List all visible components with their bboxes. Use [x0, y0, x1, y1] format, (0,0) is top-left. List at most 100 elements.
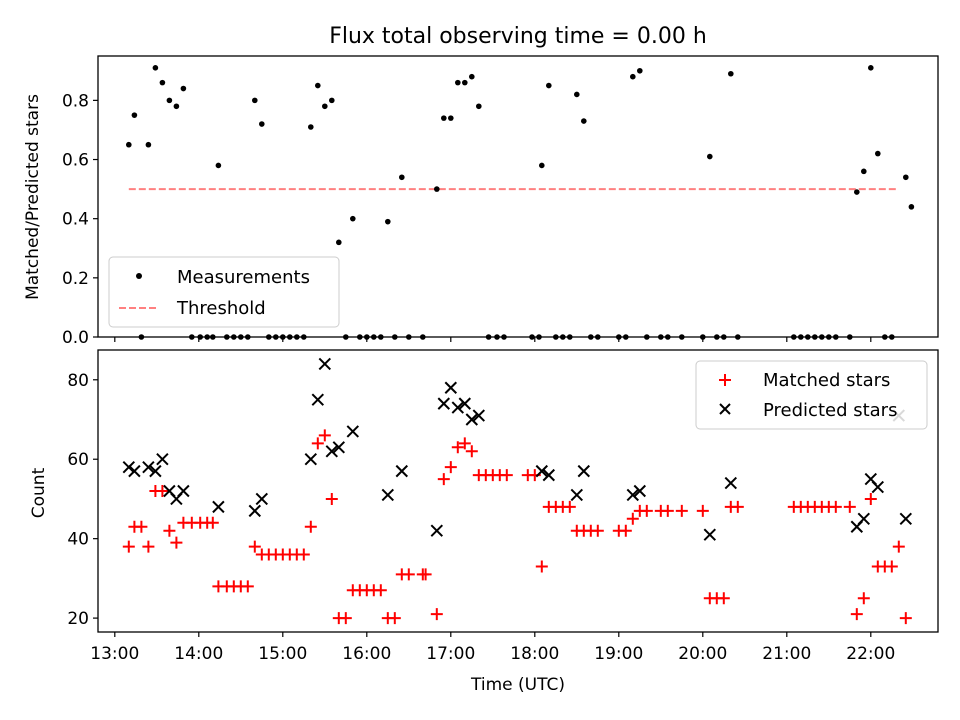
predicted-star-marker [255, 492, 269, 506]
matched-star-marker [297, 548, 310, 561]
x-tick-label: 18:00 [510, 644, 559, 664]
measurement-point [469, 73, 475, 80]
measurement-point [476, 103, 482, 110]
measurement-point [173, 103, 180, 110]
matched-star-marker [304, 520, 317, 533]
measurement-point [462, 79, 468, 86]
top-axes-frame [97, 55, 939, 338]
matched-star-marker [163, 524, 176, 537]
bottom-plot-area: 13:00 14:00 15:00 16:00 17:00 18:00 19:00 20:00… [67, 357, 913, 664]
measurement-point [546, 82, 552, 89]
measurement-point [875, 150, 881, 157]
predicted-star-marker [128, 464, 141, 478]
predicted-star-marker [212, 500, 225, 514]
matched-star-marker [122, 540, 135, 553]
matched-star-marker [850, 608, 863, 621]
top-plot-area: 0.0 0.2 0.4 0.6 0.8 [62, 65, 915, 348]
measurement-point [707, 153, 713, 160]
predicted-star-marker [577, 464, 591, 478]
measurement-point [336, 239, 342, 246]
legend-measurements-label: Measurements [177, 267, 310, 288]
predicted-star-marker [332, 441, 346, 454]
top-y-tick-label: 0.0 [62, 328, 89, 348]
matched-star-marker [626, 512, 639, 525]
measurement-point [259, 121, 265, 127]
x-tick-label: 15:00 [258, 644, 307, 664]
bottom-legend-box [695, 360, 928, 430]
measurement-point [308, 124, 314, 130]
matched-star-marker [829, 500, 842, 513]
matched-star-marker [311, 437, 324, 450]
matched-star-marker [535, 560, 548, 573]
measurement-point [252, 97, 258, 104]
predicted-star-marker [304, 453, 318, 466]
measurement-point [868, 65, 874, 71]
bottom-axes-frame [97, 349, 939, 633]
matched-star-marker [206, 516, 219, 529]
matched-star-marker [248, 540, 261, 553]
measurement-point [322, 103, 328, 110]
measurement-point [131, 112, 138, 118]
measurement-point [630, 73, 636, 80]
measurement-point [861, 168, 867, 175]
x-tick-label: 22:00 [846, 644, 895, 664]
predicted-star-marker [465, 413, 479, 426]
matched-star-marker [430, 608, 443, 621]
x-tick-label: 13:00 [90, 644, 139, 664]
matched-star-marker [696, 504, 709, 517]
measurement-point [908, 204, 915, 210]
matched-star-marker [170, 536, 183, 549]
measurement-point [448, 115, 454, 121]
top-panel: Flux total observing time = 0.00 h Match… [23, 24, 939, 348]
predicted-star-marker [458, 397, 472, 410]
predicted-star-marker [857, 512, 871, 526]
predicted-star-marker [472, 409, 486, 422]
predicted-star-marker [381, 488, 395, 502]
legend-measurements-marker [136, 273, 142, 279]
measurement-point [350, 215, 356, 222]
measurement-point [854, 189, 860, 195]
legend-predicted-marker [719, 403, 731, 415]
matched-star-marker [318, 429, 331, 442]
x-axis-label: Time (UTC) [470, 675, 565, 695]
predicted-star-marker [248, 504, 262, 518]
matched-star-marker [402, 568, 415, 581]
matched-star-marker [458, 437, 471, 450]
predicted-star-marker [899, 512, 913, 526]
matched-star-marker [444, 461, 457, 474]
measurement-point [441, 115, 447, 121]
measurement-point [728, 70, 734, 77]
measurement-point [166, 97, 173, 104]
matched-star-marker [731, 500, 744, 513]
predicted-star-marker [542, 468, 556, 482]
top-legend-box [108, 256, 340, 328]
top-y-tick-label: 0.6 [62, 151, 89, 171]
predicted-star-marker [535, 464, 549, 478]
matched-star-marker [619, 524, 632, 537]
measurement-point [581, 118, 587, 124]
measurement-point [329, 97, 335, 104]
matched-star-marker [885, 560, 898, 573]
matched-star-marker [374, 584, 387, 597]
predicted-star-marker [703, 528, 717, 541]
matched-star-marker [419, 568, 432, 581]
matched-star-marker [437, 473, 450, 486]
bottom-y-tick-label: 80 [67, 371, 89, 391]
measurement-point [539, 162, 545, 169]
top-y-tick-label: 0.4 [62, 210, 89, 230]
matched-star-marker [857, 592, 870, 605]
predicted-star-marker [626, 488, 640, 502]
bottom-y-tick-label: 40 [67, 530, 89, 550]
measurement-point [574, 91, 580, 98]
predicted-star-marker [395, 464, 409, 478]
predicted-star-marker [142, 460, 155, 474]
top-legend: Measurements Threshold [108, 256, 340, 328]
legend-matched-label: Matched stars [763, 370, 890, 391]
measurement-point [152, 65, 159, 71]
predicted-star-marker [149, 464, 162, 478]
matched-star-marker [135, 520, 148, 533]
matched-star-marker [843, 500, 856, 513]
measurement-point [180, 85, 187, 92]
